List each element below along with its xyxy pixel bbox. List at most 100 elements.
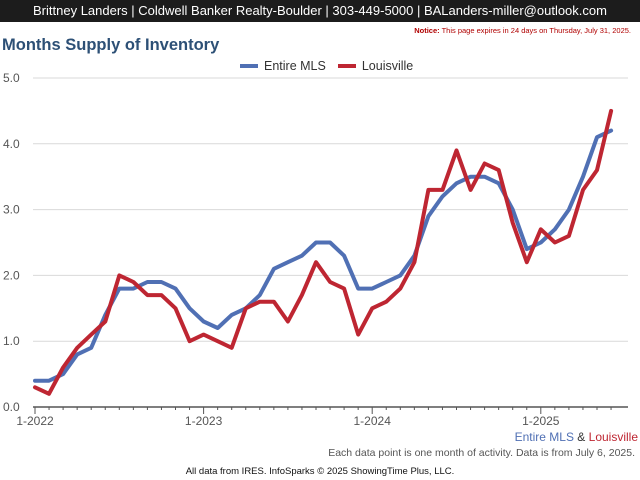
y-tick-label: 1.0 bbox=[3, 334, 20, 348]
data-point-louisville bbox=[315, 261, 317, 263]
data-point-louisville bbox=[441, 189, 443, 191]
data-point-entire-mls bbox=[441, 195, 443, 197]
data-point-louisville bbox=[76, 347, 78, 349]
data-point-entire-mls bbox=[259, 294, 261, 296]
y-tick-label: 4.0 bbox=[3, 137, 20, 151]
notice-text: This page expires in 24 days on Thursday… bbox=[441, 26, 631, 35]
data-point-entire-mls bbox=[371, 287, 373, 289]
data-point-louisville bbox=[188, 340, 190, 342]
notice-label: Notice: bbox=[414, 26, 440, 35]
data-point-entire-mls bbox=[526, 248, 528, 250]
series-line-louisville bbox=[33, 108, 614, 396]
data-point-louisville bbox=[118, 274, 120, 276]
data-point-entire-mls bbox=[273, 268, 275, 270]
legend-item-entire-mls: Entire MLS bbox=[240, 59, 326, 73]
legend-swatch-entire-mls bbox=[240, 64, 258, 68]
data-point-entire-mls bbox=[188, 307, 190, 309]
data-point-louisville bbox=[497, 169, 499, 171]
data-point-entire-mls bbox=[469, 176, 471, 178]
data-point-entire-mls bbox=[540, 241, 542, 243]
data-point-louisville bbox=[357, 333, 359, 335]
data-point-louisville bbox=[343, 287, 345, 289]
x-tick-label: 1-2023 bbox=[185, 414, 223, 428]
data-point-entire-mls bbox=[301, 254, 303, 256]
agent-info-text: Brittney Landers | Coldwell Banker Realt… bbox=[33, 3, 607, 18]
x-tick-label: 1-2025 bbox=[522, 414, 560, 428]
data-point-louisville bbox=[287, 320, 289, 322]
data-point-louisville bbox=[469, 189, 471, 191]
data-point-louisville bbox=[132, 281, 134, 283]
agent-header-bar: Brittney Landers | Coldwell Banker Realt… bbox=[0, 0, 640, 22]
data-point-louisville bbox=[48, 393, 50, 395]
x-tick-label: 1-2024 bbox=[354, 414, 392, 428]
data-point-entire-mls bbox=[118, 287, 120, 289]
data-point-entire-mls bbox=[582, 176, 584, 178]
data-point-entire-mls bbox=[202, 320, 204, 322]
series-caption-separator: & bbox=[573, 430, 589, 444]
expiry-notice: Notice: This page expires in 24 days on … bbox=[414, 26, 631, 35]
data-point-entire-mls bbox=[48, 379, 50, 381]
data-point-louisville bbox=[146, 294, 148, 296]
legend-swatch-louisville bbox=[337, 64, 356, 68]
data-point-louisville bbox=[399, 287, 401, 289]
legend-label-louisville: Louisville bbox=[361, 59, 414, 73]
data-point-louisville bbox=[174, 307, 176, 309]
data-point-entire-mls bbox=[455, 182, 457, 184]
data-point-louisville bbox=[512, 222, 514, 224]
data-point-louisville bbox=[540, 228, 542, 230]
legend-item-louisville: Louisville bbox=[337, 59, 414, 73]
data-point-louisville bbox=[582, 189, 584, 191]
data-point-louisville bbox=[202, 333, 204, 335]
data-point-louisville bbox=[34, 386, 36, 388]
chart-legend: Entire MLS Louisville bbox=[240, 58, 425, 74]
data-point-entire-mls bbox=[287, 261, 289, 263]
data-point-louisville bbox=[90, 333, 92, 335]
data-point-louisville bbox=[385, 301, 387, 303]
data-point-louisville bbox=[231, 347, 233, 349]
data-point-louisville bbox=[62, 366, 64, 368]
y-tick-label: 5.0 bbox=[3, 71, 20, 85]
data-point-entire-mls bbox=[132, 287, 134, 289]
data-point-entire-mls bbox=[315, 241, 317, 243]
data-point-louisville bbox=[104, 320, 106, 322]
data-point-entire-mls bbox=[596, 136, 598, 138]
data-point-louisville bbox=[455, 149, 457, 151]
series-caption-louisville: Louisville bbox=[588, 430, 638, 444]
data-point-entire-mls bbox=[483, 176, 485, 178]
data-point-entire-mls bbox=[146, 281, 148, 283]
data-point-entire-mls bbox=[174, 287, 176, 289]
data-point-louisville bbox=[160, 294, 162, 296]
data-point-louisville bbox=[329, 281, 331, 283]
data-point-entire-mls bbox=[90, 347, 92, 349]
series-line-entire-mls bbox=[33, 128, 614, 383]
data-point-louisville bbox=[245, 307, 247, 309]
data-footnote: Each data point is one month of activity… bbox=[328, 447, 635, 459]
data-point-louisville bbox=[273, 301, 275, 303]
data-point-entire-mls bbox=[231, 314, 233, 316]
data-point-louisville bbox=[413, 261, 415, 263]
y-tick-label: 2.0 bbox=[3, 268, 20, 282]
data-point-louisville bbox=[610, 110, 612, 112]
x-tick-label: 1-2022 bbox=[16, 414, 54, 428]
data-credits: All data from IRES. InfoSparks © 2025 Sh… bbox=[185, 466, 455, 477]
data-point-louisville bbox=[526, 261, 528, 263]
y-tick-label: 0.0 bbox=[3, 400, 20, 414]
data-point-louisville bbox=[483, 162, 485, 164]
data-point-louisville bbox=[371, 307, 373, 309]
series-caption-entire-mls: Entire MLS bbox=[514, 430, 574, 444]
data-point-entire-mls bbox=[427, 215, 429, 217]
data-point-entire-mls bbox=[34, 379, 36, 381]
data-point-louisville bbox=[259, 301, 261, 303]
data-point-entire-mls bbox=[610, 129, 612, 131]
data-point-entire-mls bbox=[216, 327, 218, 329]
data-point-entire-mls bbox=[568, 208, 570, 210]
y-tick-label: 3.0 bbox=[3, 203, 20, 217]
data-point-louisville bbox=[427, 189, 429, 191]
data-point-louisville bbox=[554, 241, 556, 243]
data-point-louisville bbox=[216, 340, 218, 342]
data-point-entire-mls bbox=[399, 274, 401, 276]
chart-title: Months Supply of Inventory bbox=[2, 36, 220, 54]
data-point-entire-mls bbox=[385, 281, 387, 283]
data-point-entire-mls bbox=[160, 281, 162, 283]
